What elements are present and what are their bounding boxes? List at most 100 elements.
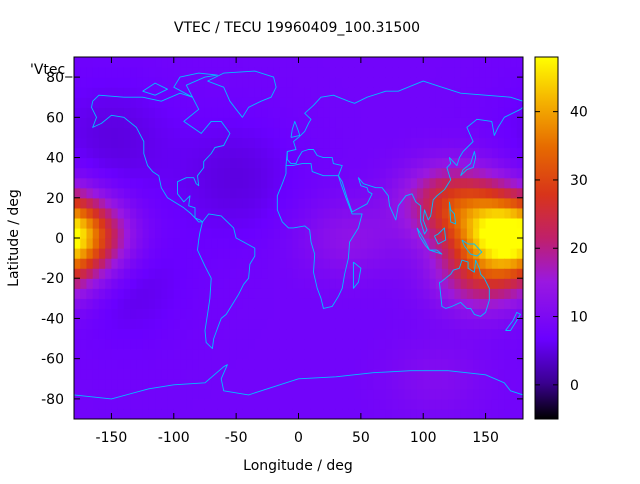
heatmap-cell (286, 167, 293, 179)
heatmap-cell (348, 348, 356, 360)
heatmap-cell (491, 378, 499, 390)
heatmap-cell (379, 308, 387, 320)
heatmap-cell (117, 408, 125, 419)
heatmap-cell (454, 368, 462, 380)
heatmap-cell (441, 268, 449, 279)
heatmap-cell (80, 127, 88, 139)
heatmap-cell (142, 207, 150, 219)
heatmap-cell (404, 238, 412, 249)
heatmap-cell (142, 248, 150, 259)
heatmap-cell (198, 328, 206, 340)
heatmap-cell (155, 268, 162, 279)
heatmap-cell (192, 358, 200, 370)
heatmap-cell (379, 77, 387, 88)
heatmap-cell (504, 197, 512, 209)
heatmap-cell (180, 217, 187, 229)
heatmap-cell (136, 238, 144, 249)
heatmap-cell (485, 328, 493, 340)
heatmap-cell (229, 217, 237, 229)
heatmap-cell (298, 248, 306, 259)
coastline (173, 72, 218, 98)
heatmap-cell (198, 117, 206, 128)
heatmap-cell (342, 408, 349, 419)
heatmap-cell (254, 107, 262, 118)
heatmap-cell (354, 328, 362, 340)
heatmap-cell (148, 298, 156, 309)
heatmap-cell (173, 117, 181, 128)
heatmap-cell (404, 217, 412, 229)
heatmap-cell (217, 298, 225, 309)
heatmap-cell (354, 258, 362, 269)
heatmap-cell (74, 227, 81, 239)
heatmap-cell (379, 378, 387, 390)
heatmap-cell (416, 348, 424, 360)
heatmap-cell (123, 137, 131, 149)
heatmap-cell (504, 308, 512, 320)
heatmap-cell (342, 167, 349, 179)
heatmap-cell (454, 348, 462, 360)
heatmap-cell (385, 268, 393, 279)
heatmap-cell (404, 268, 412, 279)
heatmap-cell (254, 328, 262, 340)
heatmap-cell (385, 97, 393, 108)
heatmap-cell (136, 87, 144, 98)
heatmap-cell (186, 117, 194, 128)
heatmap-cell (335, 328, 343, 340)
heatmap-cell (385, 77, 393, 88)
heatmap-cell (117, 217, 125, 229)
heatmap-cell (111, 147, 119, 159)
heatmap-cell (74, 288, 81, 299)
heatmap-cell (473, 227, 480, 239)
heatmap-cell (516, 368, 523, 380)
heatmap-cell (80, 308, 88, 320)
heatmap-cell (448, 248, 456, 259)
heatmap-cell (248, 227, 256, 239)
heatmap-cell (180, 308, 187, 320)
heatmap-cell (304, 107, 312, 118)
heatmap-cell (286, 217, 293, 229)
heatmap-cell (373, 57, 381, 68)
heatmap-cell (148, 197, 156, 209)
heatmap-cell (435, 348, 443, 360)
heatmap-cell (329, 328, 337, 340)
heatmap-cell (192, 408, 200, 419)
heatmap-cell (460, 258, 468, 269)
heatmap-cell (342, 87, 349, 98)
heatmap-cell (236, 157, 243, 169)
heatmap-cell (473, 137, 480, 149)
heatmap-cell (379, 248, 387, 259)
heatmap-cell (286, 408, 293, 419)
heatmap-cell (292, 77, 300, 88)
heatmap-cell (498, 338, 505, 350)
heatmap-cell (167, 157, 175, 169)
heatmap-cell (373, 278, 381, 289)
heatmap-cell (273, 338, 281, 350)
heatmap-cell (504, 67, 512, 78)
heatmap-cell (273, 408, 281, 419)
heatmap-cell (286, 57, 293, 68)
heatmap-cell (261, 207, 268, 219)
heatmap-cell (423, 87, 431, 98)
heatmap-cell (192, 187, 200, 199)
heatmap-cell (223, 398, 231, 410)
heatmap-cell (304, 238, 312, 249)
heatmap-cell (236, 97, 243, 108)
heatmap-cell (354, 97, 362, 108)
heatmap-cell (404, 197, 412, 209)
heatmap-cell (267, 348, 275, 360)
heatmap-cell (223, 368, 231, 380)
heatmap-cell (136, 258, 144, 269)
heatmap-cell (279, 177, 287, 189)
heatmap-cell (173, 258, 181, 269)
heatmap-cell (286, 117, 293, 128)
heatmap-cell (267, 97, 275, 108)
heatmap-cell (111, 77, 119, 88)
heatmap-cell (180, 107, 187, 118)
heatmap-cell (173, 107, 181, 118)
heatmap-cell (161, 67, 169, 78)
heatmap-cell (385, 107, 393, 118)
heatmap-cell (292, 87, 300, 98)
heatmap-cell (317, 217, 325, 229)
heatmap-cell (367, 308, 374, 320)
heatmap-cell (423, 338, 431, 350)
